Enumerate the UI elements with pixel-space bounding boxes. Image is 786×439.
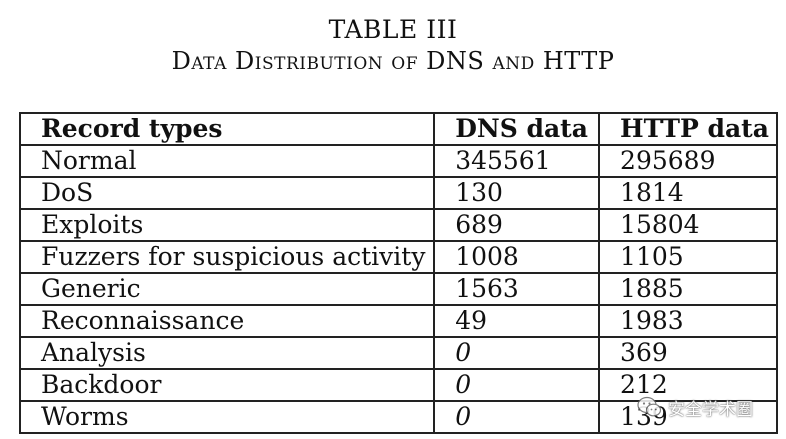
dns-value-cell: 1008 <box>433 240 601 274</box>
table-row: Normal 345561 295689 <box>18 144 778 178</box>
table-row: Fuzzers for suspicious activity 1008 110… <box>18 240 778 274</box>
http-value-cell: 1814 <box>598 176 778 210</box>
http-value-cell: 212 <box>598 368 778 402</box>
record-type-cell: DoS <box>18 176 436 210</box>
table-row: Worms 0 139 <box>18 400 778 434</box>
http-value-cell: 1105 <box>598 240 778 274</box>
dns-value-cell: 345561 <box>433 144 601 178</box>
header-http-data: HTTP data <box>598 112 778 146</box>
table-row: Generic 1563 1885 <box>18 272 778 306</box>
table-row: DoS 130 1814 <box>18 176 778 210</box>
table-body: Normal 345561 295689 DoS 130 1814 Exploi… <box>18 144 778 434</box>
record-type-cell: Worms <box>18 400 436 434</box>
table-caption: Data Distribution of DNS and HTTP <box>171 47 615 75</box>
table-row: Reconnaissance 49 1983 <box>18 304 778 338</box>
dns-value-cell: 1563 <box>433 272 601 306</box>
record-type-cell: Reconnaissance <box>18 304 436 338</box>
dns-value-cell: 130 <box>433 176 601 210</box>
dns-value-cell: 0 <box>433 368 601 402</box>
record-type-cell: Fuzzers for suspicious activity <box>18 240 436 274</box>
header-record-types: Record types <box>18 112 436 146</box>
wechat-icon <box>637 396 662 417</box>
table-row: Backdoor 0 212 <box>18 368 778 402</box>
http-value-cell: 15804 <box>598 208 778 242</box>
header-row: Record types DNS data HTTP data <box>18 112 778 146</box>
table-header: Record types DNS data HTTP data <box>18 112 778 146</box>
table-title: TABLE III <box>328 15 458 44</box>
record-type-cell: Backdoor <box>18 368 436 402</box>
http-value-cell: 369 <box>598 336 778 370</box>
table-row: Exploits 689 15804 <box>18 208 778 242</box>
record-type-cell: Normal <box>18 144 436 178</box>
dns-value-cell: 0 <box>433 336 601 370</box>
http-value-cell: 295689 <box>598 144 778 178</box>
http-value-cell: 139 <box>598 400 778 434</box>
record-type-cell: Exploits <box>18 208 436 242</box>
dns-value-cell: 0 <box>433 400 601 434</box>
dns-value-cell: 49 <box>433 304 601 338</box>
http-value-cell: 1983 <box>598 304 778 338</box>
http-value-cell: 1885 <box>598 272 778 306</box>
header-dns-data: DNS data <box>433 112 601 146</box>
watermark-text: 安全学术圈 <box>668 399 753 420</box>
data-table: Record types DNS data HTTP data Normal 3… <box>18 112 778 434</box>
record-type-cell: Generic <box>18 272 436 306</box>
table-row: Analysis 0 369 <box>18 336 778 370</box>
record-type-cell: Analysis <box>18 336 436 370</box>
dns-value-cell: 689 <box>433 208 601 242</box>
watermark: 安全学术圈 <box>636 392 776 422</box>
